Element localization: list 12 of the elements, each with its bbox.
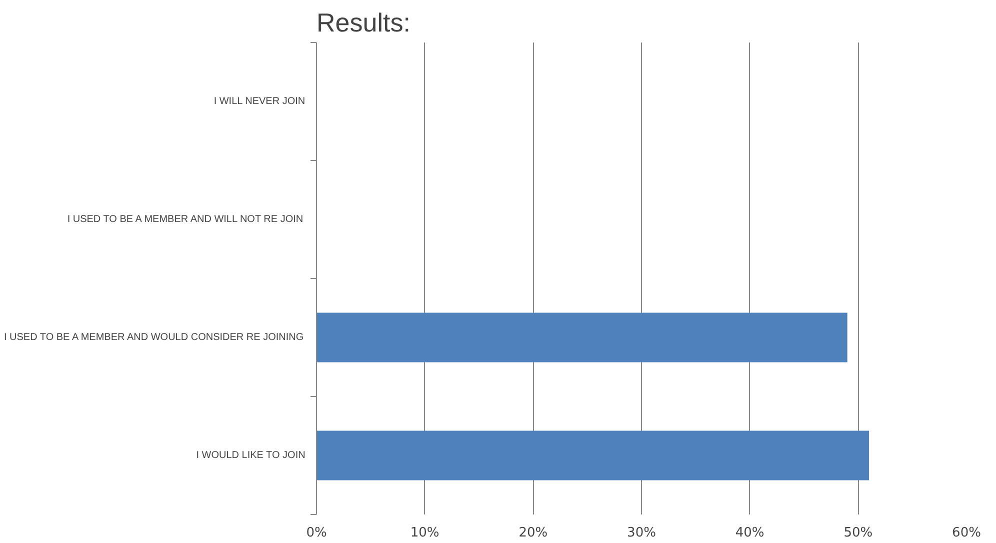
x-tick-label: 10%	[410, 526, 440, 540]
x-tick-label: 50%	[844, 526, 873, 540]
chart-title: Results:	[316, 8, 410, 38]
x-tick-label: 0%	[306, 526, 327, 540]
x-tick-label: 60%	[952, 526, 981, 540]
x-tick-label: 30%	[627, 526, 656, 540]
x-tick-label: 20%	[518, 526, 548, 540]
y-tick-label: I WOULD LIKE TO JOIN	[196, 450, 306, 461]
x-tick-label: 40%	[735, 526, 764, 540]
y-tick-label: I USED TO BE A MEMBER AND WOULD CONSIDER RE JOINING	[4, 332, 304, 343]
y-tick-label: I USED TO BE A MEMBER AND WILL NOT RE JOIN	[67, 214, 304, 225]
y-tick-label: I WILL NEVER JOIN	[214, 96, 306, 107]
